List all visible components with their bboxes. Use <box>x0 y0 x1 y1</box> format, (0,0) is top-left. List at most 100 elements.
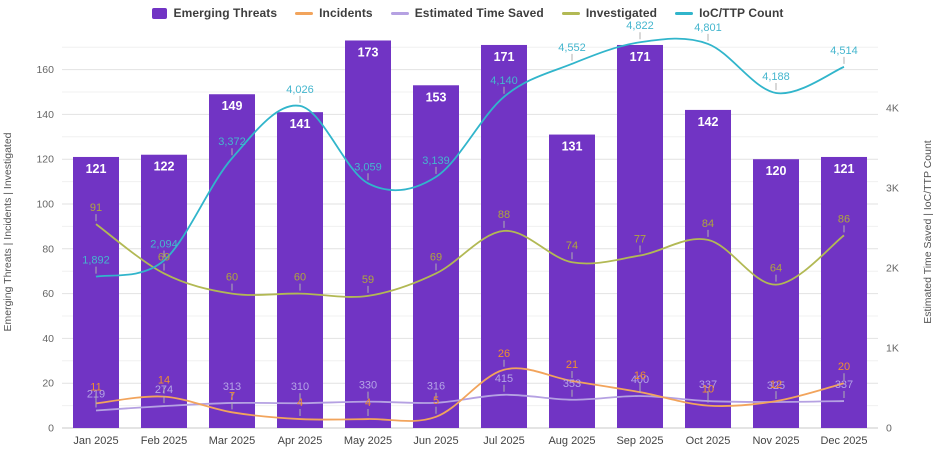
value-label-ioc-ttp-count: 2,094 <box>150 238 178 250</box>
bar-emerging-threats <box>685 109 731 429</box>
right-axis-tick: 0 <box>886 423 892 435</box>
value-label-investigated: 77 <box>634 234 646 246</box>
value-label-estimated-time-saved: 337 <box>699 379 717 391</box>
right-axis-tick: 3K <box>886 183 899 195</box>
left-axis-tick: 20 <box>42 378 54 390</box>
legend-item-estimated-time-saved[interactable]: Estimated Time Saved <box>390 6 544 20</box>
value-label-emerging-threats: 171 <box>630 50 651 64</box>
right-axis-tick: 4K <box>886 103 899 115</box>
legend-label: IoC/TTP Count <box>699 6 784 20</box>
value-label-emerging-threats: 171 <box>494 50 515 64</box>
value-label-investigated: 88 <box>498 209 510 221</box>
value-label-incidents: 7 <box>229 390 235 402</box>
right-axis-title: Estimated Time Saved | IoC/TTP Count <box>922 140 934 324</box>
value-label-ioc-ttp-count: 4,552 <box>558 42 586 54</box>
line-incidents <box>95 367 845 422</box>
value-label-incidents: 12 <box>770 379 782 391</box>
bar-emerging-threats <box>345 40 391 428</box>
value-label-investigated: 60 <box>226 272 238 284</box>
value-label-ioc-ttp-count: 4,140 <box>490 75 518 87</box>
line-ioc-ttp-count <box>95 37 845 278</box>
legend-item-emerging-threats[interactable]: Emerging Threats <box>152 6 277 20</box>
value-label-investigated: 59 <box>362 274 374 286</box>
x-axis-label: Apr 2025 <box>278 435 323 447</box>
value-label-ioc-ttp-count: 1,892 <box>82 255 110 267</box>
value-label-investigated: 74 <box>566 240 578 252</box>
bar-emerging-threats <box>617 44 663 429</box>
value-label-investigated: 64 <box>770 263 782 275</box>
value-label-ioc-ttp-count: 3,372 <box>218 136 246 148</box>
value-label-ioc-ttp-count: 4,514 <box>830 45 858 57</box>
value-label-estimated-time-saved: 325 <box>767 380 785 392</box>
value-label-incidents: 16 <box>634 370 646 382</box>
axes: Emerging Threats | Incidents | Investiga… <box>2 64 934 447</box>
x-axis-label: May 2025 <box>344 435 392 447</box>
value-label-ioc-ttp-count: 4,188 <box>762 71 790 83</box>
value-label-investigated: 84 <box>702 218 714 230</box>
value-label-emerging-threats: 131 <box>562 140 583 154</box>
x-axis-label: Nov 2025 <box>752 435 799 447</box>
legend-swatch-investigated <box>561 11 580 15</box>
left-axis-tick: 0 <box>48 423 54 435</box>
value-label-incidents: 14 <box>158 375 170 387</box>
value-label-emerging-threats: 121 <box>86 162 107 176</box>
chart-legend: Emerging Threats Incidents Estimated Time … <box>0 6 936 20</box>
x-axis-label: Jan 2025 <box>73 435 118 447</box>
left-axis-tick: 100 <box>36 199 54 211</box>
legend-item-investigated[interactable]: Investigated <box>561 6 658 20</box>
line-estimated-time-saved <box>95 393 845 412</box>
bar-emerging-threats <box>277 112 323 428</box>
bar-emerging-threats <box>753 159 799 428</box>
value-label-investigated: 91 <box>90 202 102 214</box>
value-label-investigated: 60 <box>294 272 306 284</box>
x-axis-label: Feb 2025 <box>141 435 187 447</box>
value-label-estimated-time-saved: 400 <box>631 374 649 386</box>
value-label-emerging-threats: 122 <box>154 160 175 174</box>
value-label-investigated: 69 <box>430 251 442 263</box>
legend-item-ioc-ttp-count[interactable]: IoC/TTP Count <box>675 6 783 20</box>
line-series <box>95 37 845 422</box>
x-axis-label: Oct 2025 <box>686 435 731 447</box>
legend-swatch-emerging-threats <box>152 7 168 19</box>
right-axis-tick: 2K <box>886 263 899 275</box>
gridlines <box>62 46 878 429</box>
value-label-ioc-ttp-count: 3,059 <box>354 161 382 173</box>
value-label-ioc-ttp-count: 4,026 <box>286 84 314 96</box>
value-label-emerging-threats: 149 <box>222 99 243 113</box>
bar-emerging-threats <box>821 156 867 428</box>
legend-swatch-incidents <box>295 11 314 15</box>
x-axis-label: Mar 2025 <box>209 435 255 447</box>
value-label-estimated-time-saved: 316 <box>427 381 445 393</box>
left-axis-tick: 160 <box>36 64 54 76</box>
x-axis-label: Jul 2025 <box>483 435 525 447</box>
value-label-ioc-ttp-count: 4,801 <box>694 22 722 34</box>
left-axis-tick: 40 <box>42 333 54 345</box>
value-label-incidents: 4 <box>365 397 371 409</box>
value-label-incidents: 20 <box>838 361 850 373</box>
value-label-emerging-threats: 173 <box>358 45 379 59</box>
right-axis-tick: 1K <box>886 343 899 355</box>
left-axis-tick: 120 <box>36 154 54 166</box>
value-label-estimated-time-saved: 310 <box>291 381 309 393</box>
legend-label: Incidents <box>319 6 373 20</box>
legend-label: Investigated <box>585 6 658 20</box>
value-label-emerging-threats: 120 <box>766 164 787 178</box>
value-label-ioc-ttp-count: 4,822 <box>626 20 654 32</box>
left-axis-tick: 140 <box>36 109 54 121</box>
x-axis-label: Sep 2025 <box>616 435 663 447</box>
value-label-ioc-ttp-count: 3,139 <box>422 155 450 167</box>
legend-item-incidents[interactable]: Incidents <box>295 6 373 20</box>
legend-label: Emerging Threats <box>173 6 278 20</box>
value-label-investigated: 86 <box>838 213 850 225</box>
bar-emerging-threats <box>141 154 187 428</box>
left-axis-tick: 60 <box>42 288 54 300</box>
value-label-estimated-time-saved: 337 <box>835 379 853 391</box>
x-axis-label: Aug 2025 <box>548 435 595 447</box>
value-label-emerging-threats: 153 <box>426 90 447 104</box>
value-label-estimated-time-saved: 353 <box>563 378 581 390</box>
value-label-incidents: 11 <box>90 381 101 393</box>
bar-emerging-threats <box>413 85 459 428</box>
value-label-emerging-threats: 142 <box>698 115 719 129</box>
